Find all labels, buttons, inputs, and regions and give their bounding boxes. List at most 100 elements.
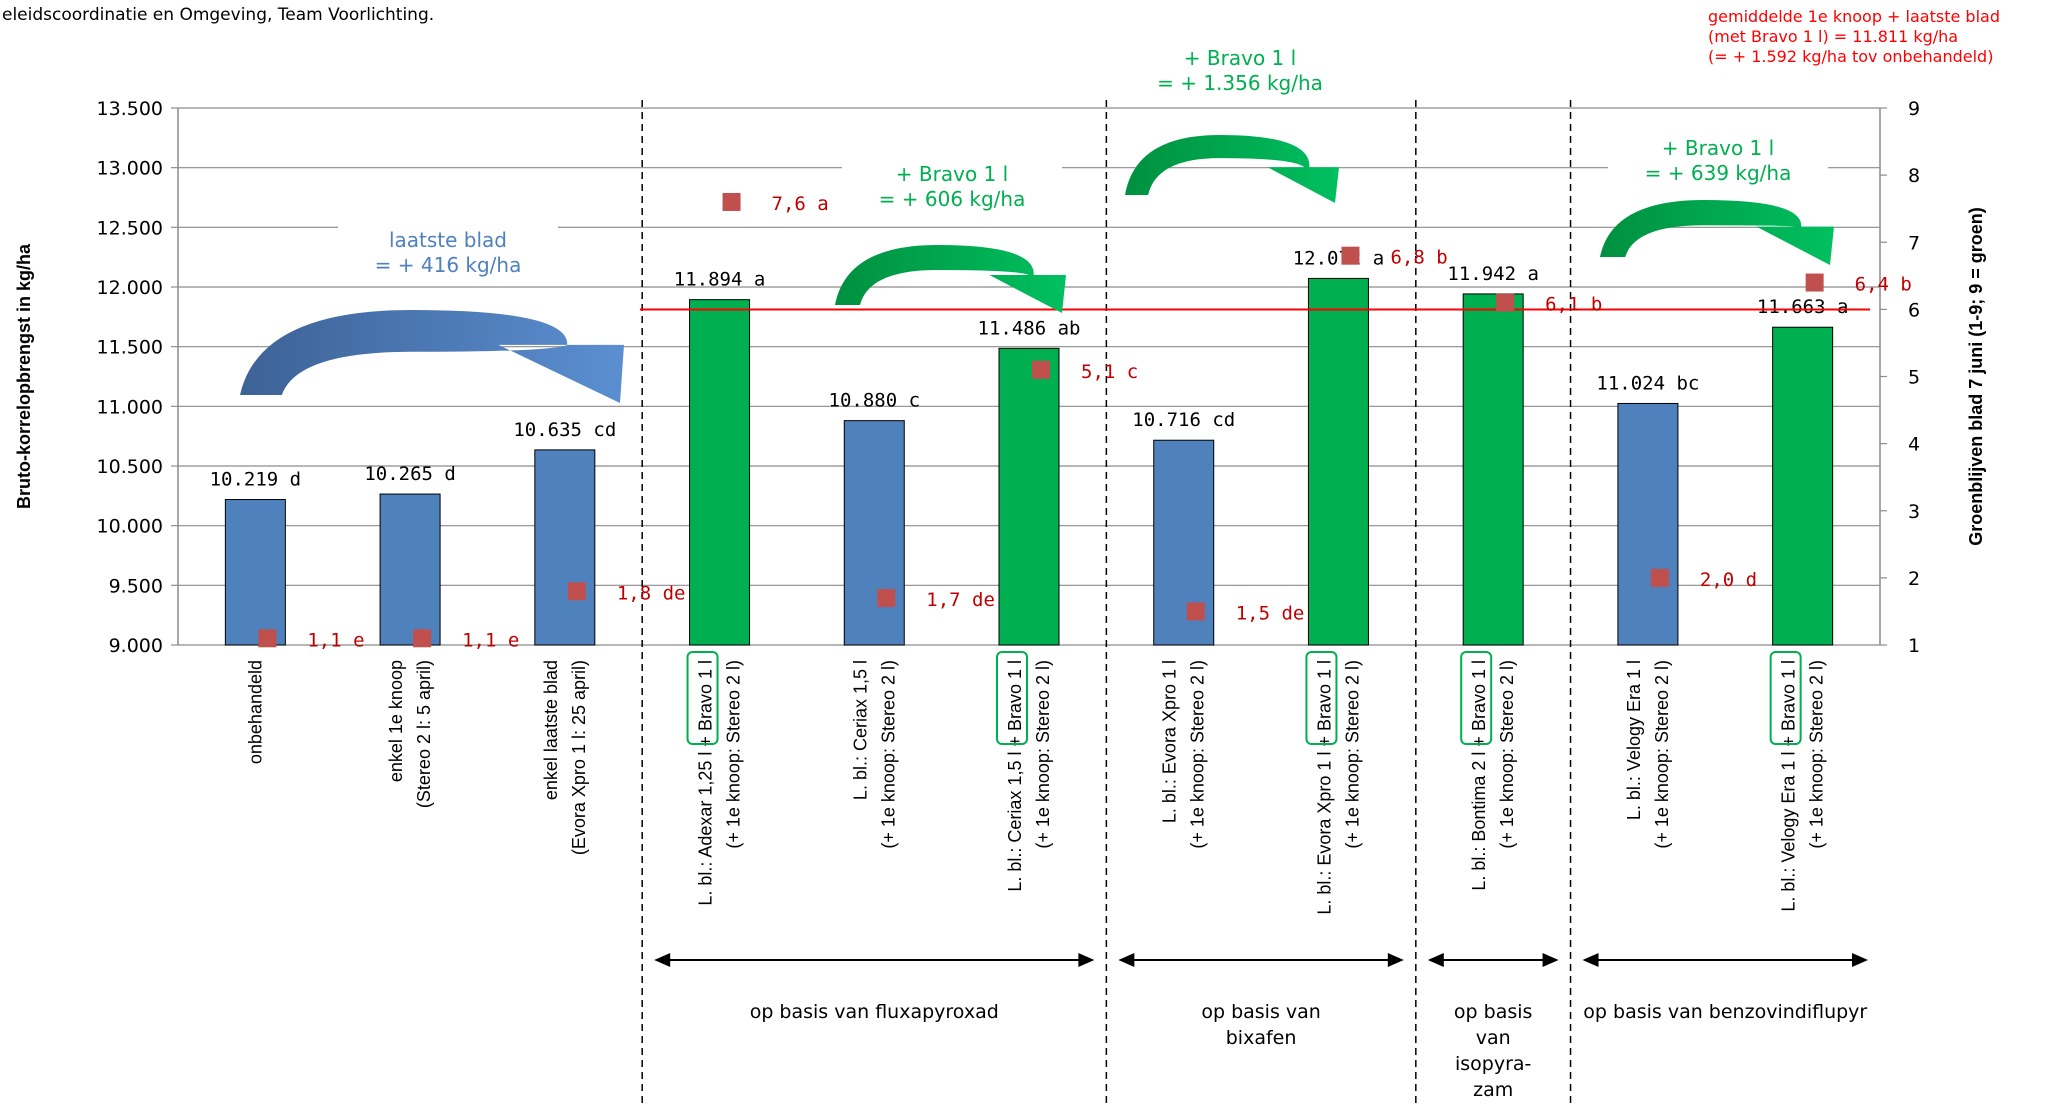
- gain-annotation: laatste blad: [389, 228, 507, 252]
- greenness-marker: [1650, 568, 1669, 587]
- marker-value-label: 2,0 d: [1700, 569, 1757, 591]
- greenness-marker: [413, 629, 432, 648]
- greenness-marker: [1341, 246, 1360, 265]
- group-label: op basis van benzovindiflupyr: [1583, 1001, 1867, 1023]
- gain-annotation: + Bravo 1 l: [896, 162, 1008, 186]
- greenness-marker: [877, 589, 896, 608]
- bar: [224, 499, 286, 646]
- annotation-background: [338, 223, 558, 281]
- greenness-marker: [722, 192, 741, 211]
- category-label-line: (+ 1e knoop: Stereo 2 l): [1652, 660, 1672, 849]
- category-label: L. bl.: Velogy Era 1 l + Bravo 1 l (+ 1e …: [1779, 660, 1827, 912]
- marker-value-label: 6,4 b: [1855, 274, 1912, 296]
- marker-value-label: 1,7 de: [926, 589, 995, 611]
- bravo-highlight-box: [1460, 651, 1493, 745]
- group-label: op basis van: [1201, 1001, 1320, 1023]
- category-label-line: enkel 1e knoop: [386, 660, 406, 782]
- header-text: eleidscoordinatie en Omgeving, Team Voor…: [2, 5, 434, 25]
- arrow-left-head: [1582, 953, 1599, 967]
- right-tick-label: 9: [1908, 98, 1920, 120]
- marker-value-label: 1,5 de: [1236, 602, 1305, 624]
- group-label: van: [1476, 1027, 1511, 1049]
- category-label-line: (+ 1e knoop: Stereo 2 l): [1188, 660, 1208, 849]
- left-tick-label: 10.500: [97, 456, 163, 478]
- bar: [534, 449, 596, 646]
- blue-curved-arrow: [240, 310, 624, 403]
- bar-value-label: 11.486 ab: [978, 317, 1081, 339]
- category-label-line: L. bl.: Velogy Era 1 l: [1624, 660, 1644, 820]
- annotation-background: [1130, 41, 1350, 99]
- arrow-right-head: [1387, 953, 1404, 967]
- right-tick-label: 8: [1908, 165, 1920, 187]
- category-label: onbehandeld: [245, 660, 265, 764]
- arrow-right-head: [1852, 953, 1868, 967]
- marker-value-label: 7,6 a: [772, 193, 829, 215]
- marker-value-label: 5,1 c: [1081, 361, 1138, 383]
- gain-annotation: = + 1.356 kg/ha: [1157, 71, 1323, 95]
- gain-annotation: = + 416 kg/ha: [375, 253, 522, 277]
- annotation-background: [842, 157, 1062, 215]
- greenness-marker: [1032, 360, 1050, 379]
- y2-axis-title: Groenblijven blad 7 juni (1-9; 9 = groen…: [1966, 207, 1986, 546]
- right-tick-label: 4: [1908, 434, 1920, 456]
- bar: [998, 347, 1060, 646]
- category-label: L. bl.: Evora Xpro 1 l (+ 1e knoop: Stere…: [1160, 660, 1208, 849]
- marker-value-label: 1,1 e: [462, 629, 519, 651]
- category-label: L. bl.: Bontima 2 l + Bravo 1 l (+ 1e kno…: [1469, 660, 1517, 891]
- arrow-left-head: [1118, 953, 1135, 967]
- red-note-line: (= + 1.592 kg/ha tov onbehandeld): [1708, 47, 1993, 66]
- category-label-line: (Stereo 2 l: 5 april): [414, 660, 434, 808]
- category-label-line: (+ 1e knoop: Stereo 2 l): [878, 660, 898, 849]
- marker-value-label: 6,1 b: [1545, 294, 1602, 316]
- greenness-marker: [567, 582, 586, 601]
- left-tick-label: 11.500: [97, 337, 163, 359]
- green-curved-arrow: [835, 245, 1066, 313]
- bar: [379, 493, 441, 646]
- category-label: enkel laatste blad (Evora Xpro 1 l: 25 ap…: [541, 660, 589, 855]
- arrow-left-head: [1427, 953, 1444, 967]
- category-label-line: (+ 1e knoop: Stereo 2 l): [1342, 660, 1362, 849]
- arrow-right-head: [1542, 953, 1559, 967]
- bar-value-label: 12.072 a: [1293, 247, 1385, 269]
- group-label: op basis: [1454, 1001, 1533, 1023]
- arrow-right-head: [1078, 953, 1095, 967]
- group-label: isopyra-: [1455, 1053, 1531, 1075]
- category-label-line: (Evora Xpro 1 l: 25 april): [569, 660, 589, 855]
- category-label-line: onbehandeld: [245, 660, 265, 764]
- right-tick-label: 1: [1908, 635, 1920, 657]
- bar: [1617, 402, 1679, 646]
- bar-value-label: 10.265 d: [364, 463, 456, 485]
- green-curved-arrow: [1600, 200, 1834, 265]
- category-label-line: enkel laatste blad: [541, 660, 561, 800]
- bar: [689, 299, 751, 646]
- category-label-line: L. bl.: Velogy Era 1 l + Bravo 1 l: [1779, 660, 1799, 912]
- group-label: bixafen: [1226, 1027, 1297, 1049]
- bar-value-label: 10.219 d: [210, 469, 302, 491]
- category-label: enkel 1e knoop (Stereo 2 l: 5 april): [386, 660, 434, 808]
- gain-annotation: = + 639 kg/ha: [1645, 161, 1792, 185]
- bravo-highlight-box: [686, 651, 719, 745]
- category-label-line: L. bl.: Evora Xpro 1 l + Bravo 1 l: [1314, 660, 1334, 915]
- bar: [843, 420, 905, 646]
- marker-value-label: 1,8 de: [617, 582, 686, 604]
- greenness-marker: [1186, 602, 1205, 621]
- right-tick-label: 5: [1908, 367, 1920, 389]
- left-tick-label: 9.000: [109, 635, 163, 657]
- category-label: L. bl.: Ceriax 1,5 l + Bravo 1 l (+ 1e kn…: [1005, 660, 1053, 892]
- marker-value-label: 1,1 e: [307, 629, 364, 651]
- annotation-background: [1608, 131, 1828, 189]
- group-label: zam: [1473, 1079, 1513, 1101]
- bar-value-label: 10.880 c: [829, 390, 921, 412]
- group-label: op basis van fluxapyroxad: [750, 1001, 999, 1023]
- right-tick-label: 7: [1908, 232, 1920, 254]
- left-tick-label: 11.000: [97, 396, 163, 418]
- category-label: L. bl.: Evora Xpro 1 l + Bravo 1 l (+ 1e …: [1314, 660, 1362, 915]
- bar: [1462, 293, 1524, 646]
- greenness-marker: [258, 629, 277, 648]
- category-label-line: (+ 1e knoop: Stereo 2 l): [724, 660, 744, 849]
- bar-value-label: 10.635 cd: [513, 419, 616, 441]
- gain-annotation: + Bravo 1 l: [1184, 46, 1296, 70]
- bar-value-label: 11.663 a: [1757, 296, 1849, 318]
- bar-value-label: 11.024 bc: [1596, 372, 1699, 394]
